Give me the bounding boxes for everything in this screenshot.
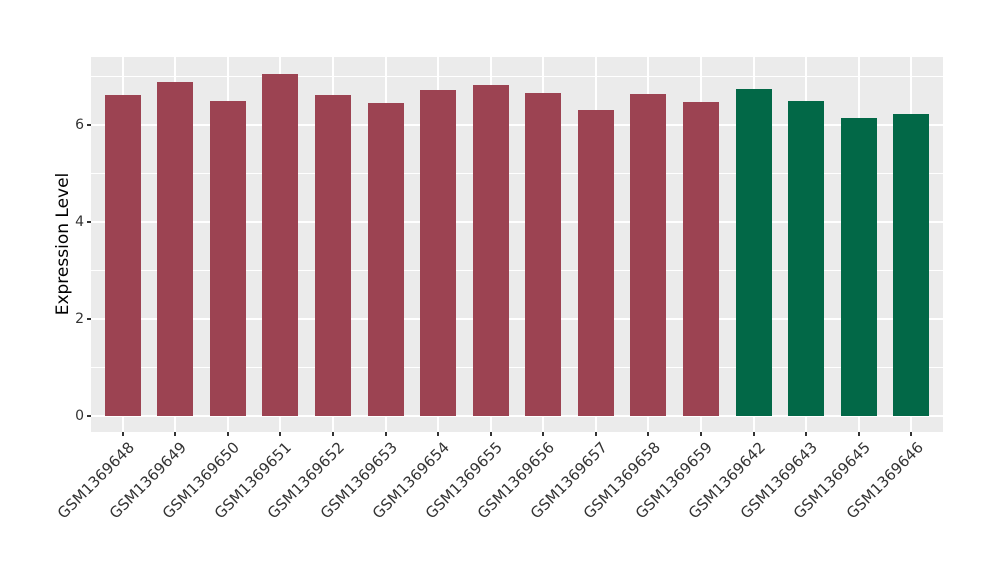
gridline-horizontal-minor <box>91 270 943 271</box>
gridline-horizontal-major <box>91 221 943 223</box>
bar-GSM1369645 <box>840 117 877 416</box>
bar-GSM1369650 <box>209 100 246 416</box>
x-tick-mark <box>384 432 387 436</box>
bar-GSM1369643 <box>788 100 825 416</box>
bar-GSM1369642 <box>735 88 772 416</box>
gridline-horizontal-minor <box>91 367 943 368</box>
plot-panel <box>91 57 943 432</box>
y-tick-label: 2 <box>75 311 84 327</box>
gridline-horizontal-major <box>91 318 943 320</box>
y-tick-label: 0 <box>75 408 84 424</box>
y-tick-mark <box>87 124 91 126</box>
gridline-horizontal-major <box>91 124 943 126</box>
gridline-horizontal-minor <box>91 76 943 77</box>
x-tick-mark <box>700 432 703 436</box>
x-tick-mark <box>594 432 597 436</box>
bar-GSM1369648 <box>104 95 141 416</box>
x-tick-mark <box>542 432 545 436</box>
bar-GSM1369659 <box>683 102 720 416</box>
bar-GSM1369649 <box>157 81 194 416</box>
x-tick-mark <box>910 432 913 436</box>
x-tick-mark <box>489 432 492 436</box>
x-tick-mark <box>857 432 860 436</box>
y-tick-mark <box>87 221 91 223</box>
x-tick-mark <box>121 432 124 436</box>
gridline-horizontal-major <box>91 415 943 417</box>
bar-GSM1369654 <box>420 90 457 416</box>
x-tick-mark <box>752 432 755 436</box>
bar-GSM1369656 <box>525 93 562 416</box>
x-tick-mark <box>805 432 808 436</box>
bar-GSM1369651 <box>262 73 299 416</box>
x-tick-mark <box>437 432 440 436</box>
bar-GSM1369655 <box>472 85 509 416</box>
y-axis-title: Expression Level <box>53 172 73 316</box>
gridline-horizontal-minor <box>91 173 943 174</box>
x-tick-mark <box>174 432 177 436</box>
bar-GSM1369657 <box>577 109 614 416</box>
y-tick-mark <box>87 415 91 417</box>
x-tick-mark <box>331 432 334 436</box>
bar-GSM1369646 <box>893 114 930 416</box>
y-tick-label: 4 <box>75 214 84 230</box>
y-tick-label: 6 <box>75 117 84 133</box>
y-tick-mark <box>87 318 91 320</box>
bar-GSM1369658 <box>630 94 667 416</box>
x-tick-mark <box>647 432 650 436</box>
x-tick-mark <box>226 432 229 436</box>
bar-GSM1369652 <box>314 94 351 416</box>
x-tick-mark <box>279 432 282 436</box>
bar-GSM1369653 <box>367 103 404 416</box>
